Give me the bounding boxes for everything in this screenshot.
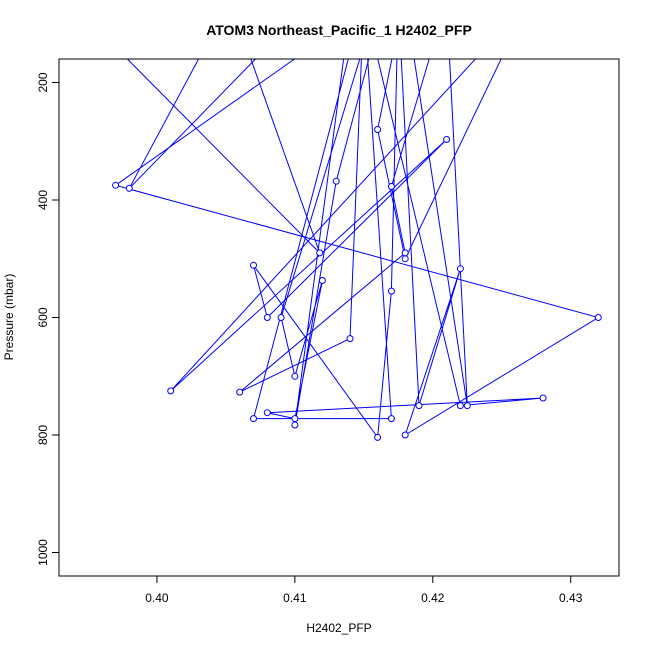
chart-title: ATOM3 Northeast_Pacific_1 H2402_PFP — [206, 22, 472, 38]
series-0 — [112, 59, 602, 441]
x-tick-label: 0.42 — [421, 591, 445, 605]
x-tick-label: 0.41 — [283, 591, 307, 605]
data-point — [374, 433, 382, 441]
data-point — [443, 136, 451, 143]
data-point — [332, 177, 340, 185]
data-point — [374, 126, 382, 133]
data-point — [401, 255, 409, 263]
data-point — [112, 181, 120, 189]
data-point — [250, 415, 257, 423]
y-tick-label: 1000 — [36, 539, 50, 566]
y-axis-label: Pressure (mbar) — [2, 274, 16, 361]
data-point — [456, 265, 464, 273]
data-point — [401, 431, 409, 439]
data-point — [167, 387, 175, 395]
x-axis-label: H2402_PFP — [306, 621, 371, 635]
series-layer — [112, 59, 602, 441]
data-point — [387, 183, 395, 190]
data-point — [387, 287, 395, 295]
data-point — [456, 402, 464, 410]
data-point — [415, 402, 423, 410]
data-point — [263, 314, 271, 321]
data-point — [291, 421, 299, 429]
y-tick-label: 600 — [36, 307, 50, 327]
x-tick-label: 0.40 — [145, 591, 169, 605]
data-point — [463, 402, 471, 410]
data-point — [316, 249, 324, 257]
y-tick-label: 400 — [36, 190, 50, 210]
data-point — [236, 388, 244, 396]
data-point — [250, 261, 257, 269]
x-tick-label: 0.43 — [559, 591, 583, 605]
data-point — [291, 415, 299, 423]
plot-frame — [58, 58, 620, 577]
y-tick-label: 200 — [36, 72, 50, 92]
x-axis: 0.40 0.41 0.42 0.43 — [145, 576, 583, 605]
data-point — [263, 409, 271, 417]
data-point — [387, 415, 395, 423]
data-point — [539, 394, 547, 402]
series-line — [114, 59, 600, 439]
y-axis: 200 400 600 800 1000 — [36, 72, 59, 566]
y-tick-label: 800 — [36, 425, 50, 445]
data-point — [401, 249, 409, 257]
data-point — [318, 277, 326, 284]
data-point — [291, 372, 299, 380]
data-point — [594, 314, 602, 321]
data-point — [346, 335, 354, 343]
data-point — [125, 184, 133, 192]
data-point — [277, 314, 285, 321]
